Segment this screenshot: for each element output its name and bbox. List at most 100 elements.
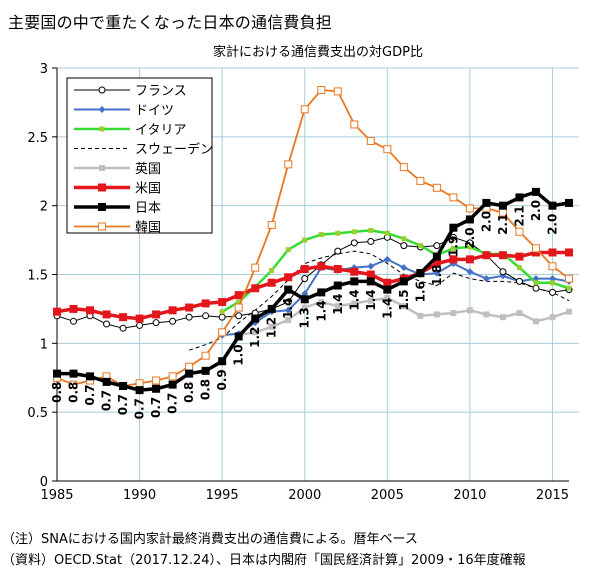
data-point	[267, 220, 276, 229]
data-point	[367, 262, 375, 270]
legend-item: ドイツ	[74, 104, 174, 119]
data-label: 0.8	[199, 379, 213, 400]
data-point	[532, 284, 540, 292]
data-label: 2.0	[529, 200, 543, 221]
data-point	[185, 313, 193, 321]
data-point	[300, 105, 309, 114]
data-point	[284, 285, 293, 294]
data-label: 0.7	[166, 393, 180, 414]
main-title: 主要国の中で重たくなった日本の通信費負担	[8, 13, 333, 32]
data-point	[201, 299, 210, 308]
x-tick-label: 2005	[371, 488, 404, 503]
data-point	[285, 316, 292, 323]
data-point	[70, 317, 78, 325]
y-tick-label: 0.5	[27, 406, 48, 421]
data-point	[499, 268, 507, 276]
data-point	[201, 366, 210, 375]
data-point	[300, 295, 309, 304]
data-point	[119, 324, 127, 332]
data-point	[152, 319, 160, 327]
data-point	[515, 193, 524, 202]
x-tick-label: 1990	[123, 488, 156, 503]
data-label: 1.4	[281, 298, 295, 319]
legend-label: ドイツ	[135, 104, 174, 119]
data-point	[218, 357, 227, 366]
data-point	[234, 332, 243, 341]
data-point	[532, 318, 539, 325]
data-point	[252, 329, 259, 336]
legend-marker	[99, 165, 105, 171]
data-label: 1.4	[364, 289, 378, 310]
data-point	[450, 245, 456, 251]
data-point	[566, 285, 572, 291]
data-point	[300, 264, 309, 273]
data-point	[317, 288, 326, 297]
data-point	[152, 384, 161, 393]
series-米国	[53, 248, 573, 323]
data-point	[334, 247, 342, 255]
data-point	[367, 297, 374, 304]
data-label: 1.4	[380, 298, 394, 319]
data-point	[449, 223, 458, 232]
data-point	[268, 323, 275, 330]
data-point	[168, 306, 177, 315]
data-point	[301, 275, 309, 283]
y-tick-label: 2.5	[27, 131, 48, 146]
series-layer	[53, 86, 573, 395]
legend-label: フランス	[135, 84, 187, 99]
data-labels: 0.8 0.8 0.7 0.7 0.7 0.7 0.7 0.70.8 0.8 0.91.01.2 1…	[50, 200, 559, 420]
data-point	[467, 244, 473, 250]
data-point	[384, 230, 390, 236]
x-tick-label: 2015	[536, 488, 569, 503]
data-point	[533, 280, 539, 286]
x-tick-label: 1985	[40, 488, 73, 503]
data-label: 1.2	[265, 317, 279, 338]
data-point	[482, 251, 491, 260]
data-point	[333, 87, 342, 96]
data-point	[136, 321, 144, 329]
data-point	[565, 198, 573, 207]
data-point	[383, 285, 392, 294]
data-point	[152, 376, 161, 385]
data-point	[302, 237, 308, 243]
data-point	[433, 311, 440, 318]
data-point	[53, 307, 61, 316]
data-point	[333, 264, 342, 273]
data-point	[334, 303, 341, 310]
legend-label: 英国	[135, 162, 161, 177]
axes: 0 0.5 1 1.5 2 2.5 3 1985 1990 1995 2000 2005 2010 201…	[27, 62, 569, 503]
data-label: 0.8	[50, 382, 64, 403]
data-point	[318, 299, 325, 306]
data-point	[449, 255, 458, 264]
data-point	[416, 269, 425, 278]
legend-marker	[98, 222, 106, 231]
data-label: 1.6	[413, 281, 427, 302]
data-point	[515, 252, 524, 261]
data-point	[135, 314, 144, 323]
legend-marker	[98, 106, 106, 113]
data-point	[531, 244, 540, 253]
data-label: 2.1	[496, 214, 510, 235]
y-tick-label: 2	[40, 200, 48, 215]
data-point	[515, 277, 523, 285]
data-label: 1.9	[446, 236, 460, 257]
data-label: 1.3	[298, 307, 312, 328]
data-label: 1.4	[347, 289, 361, 310]
data-point	[333, 281, 342, 290]
data-point	[516, 310, 523, 317]
data-point	[185, 369, 194, 378]
data-point	[548, 201, 557, 210]
data-point	[350, 120, 359, 129]
data-point	[399, 163, 408, 172]
legend-label: スウェーデン	[135, 142, 213, 158]
data-point	[168, 380, 177, 389]
data-label: 1.8	[430, 265, 444, 286]
y-tick-label: 3	[40, 62, 48, 77]
series-line	[188, 250, 570, 351]
data-point	[301, 304, 308, 311]
data-point	[482, 198, 491, 207]
source-text: （資料）OECD.Stat（2017.12.24）、日本は内閣府「国民経済計算」…	[2, 553, 526, 568]
data-label: 0.9	[215, 369, 229, 390]
